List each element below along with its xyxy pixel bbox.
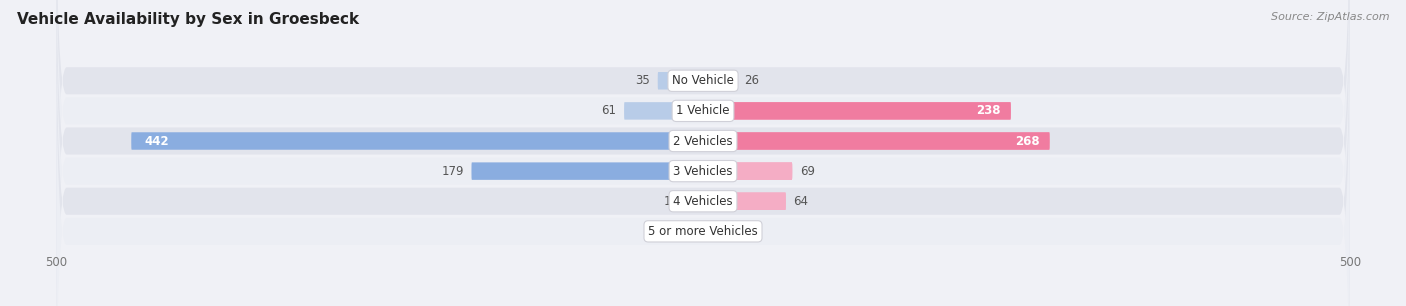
Text: 4 Vehicles: 4 Vehicles xyxy=(673,195,733,208)
FancyBboxPatch shape xyxy=(131,132,703,150)
FancyBboxPatch shape xyxy=(56,0,1350,306)
FancyBboxPatch shape xyxy=(56,0,1350,306)
FancyBboxPatch shape xyxy=(624,102,703,120)
Text: 11: 11 xyxy=(666,225,681,238)
Text: 3 Vehicles: 3 Vehicles xyxy=(673,165,733,177)
FancyBboxPatch shape xyxy=(703,132,1050,150)
FancyBboxPatch shape xyxy=(703,102,1011,120)
FancyBboxPatch shape xyxy=(703,162,792,180)
FancyBboxPatch shape xyxy=(658,72,703,90)
Text: 35: 35 xyxy=(636,74,650,87)
Text: 0: 0 xyxy=(711,225,718,238)
FancyBboxPatch shape xyxy=(703,102,1011,120)
Text: 2 Vehicles: 2 Vehicles xyxy=(673,135,733,147)
FancyBboxPatch shape xyxy=(703,192,786,210)
Text: 1 Vehicle: 1 Vehicle xyxy=(676,104,730,118)
Text: 238: 238 xyxy=(976,104,1001,118)
FancyBboxPatch shape xyxy=(56,4,1350,306)
FancyBboxPatch shape xyxy=(703,132,1050,150)
Text: 26: 26 xyxy=(744,74,759,87)
Text: 61: 61 xyxy=(602,104,616,118)
Text: 64: 64 xyxy=(793,195,808,208)
FancyBboxPatch shape xyxy=(703,222,713,240)
FancyBboxPatch shape xyxy=(471,162,703,180)
Text: 69: 69 xyxy=(800,165,815,177)
FancyBboxPatch shape xyxy=(703,162,792,180)
FancyBboxPatch shape xyxy=(56,0,1350,306)
Text: 179: 179 xyxy=(441,165,464,177)
Text: 13: 13 xyxy=(664,195,679,208)
FancyBboxPatch shape xyxy=(703,192,786,210)
Text: 5 or more Vehicles: 5 or more Vehicles xyxy=(648,225,758,238)
Text: 268: 268 xyxy=(1015,135,1039,147)
Text: Vehicle Availability by Sex in Groesbeck: Vehicle Availability by Sex in Groesbeck xyxy=(17,12,359,27)
Text: No Vehicle: No Vehicle xyxy=(672,74,734,87)
FancyBboxPatch shape xyxy=(56,0,1350,306)
Text: 442: 442 xyxy=(145,135,169,147)
FancyBboxPatch shape xyxy=(686,192,703,210)
FancyBboxPatch shape xyxy=(703,72,737,90)
Text: Source: ZipAtlas.com: Source: ZipAtlas.com xyxy=(1271,12,1389,22)
FancyBboxPatch shape xyxy=(56,0,1350,306)
FancyBboxPatch shape xyxy=(703,72,737,90)
FancyBboxPatch shape xyxy=(689,222,703,240)
